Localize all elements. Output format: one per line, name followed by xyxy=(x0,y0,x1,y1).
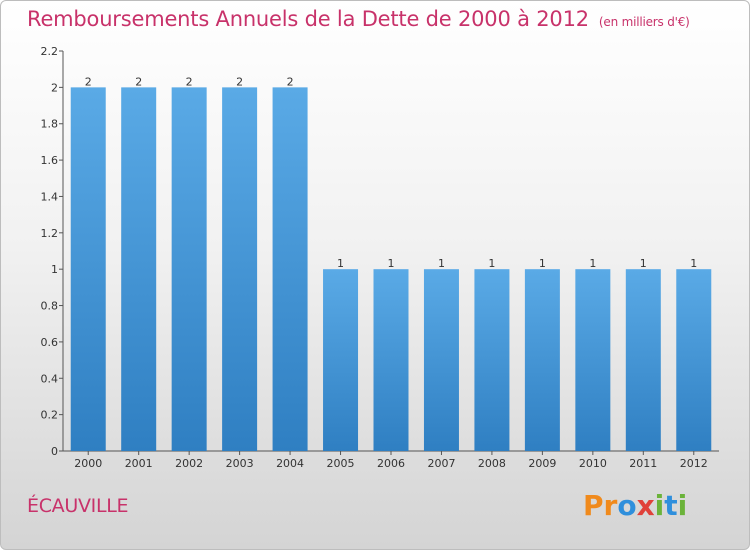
x-tick-label: 2004 xyxy=(276,457,304,470)
unit-note: (en milliers d'€) xyxy=(598,15,690,29)
logo-letter: x xyxy=(636,489,655,522)
logo-letter: i xyxy=(677,489,688,522)
y-tick-label: 0.2 xyxy=(41,409,59,422)
bar xyxy=(625,269,661,451)
y-tick-label: 1 xyxy=(51,263,58,276)
bar-value-label: 1 xyxy=(690,257,697,270)
x-tick-label: 2012 xyxy=(680,457,708,470)
x-tick-label: 2000 xyxy=(74,457,102,470)
y-tick-label: 2.2 xyxy=(41,45,59,58)
logo-letter: r xyxy=(603,489,618,522)
x-tick-label: 2011 xyxy=(629,457,657,470)
y-tick-label: 2 xyxy=(51,81,58,94)
bar-value-label: 1 xyxy=(337,257,344,270)
bar-value-label: 2 xyxy=(236,75,243,88)
x-tick-label: 2006 xyxy=(377,457,405,470)
y-tick-label: 0.4 xyxy=(41,372,59,385)
bar xyxy=(222,87,258,451)
chart-title: Remboursements Annuels de la Dette de 20… xyxy=(27,7,690,31)
bar xyxy=(373,269,409,451)
y-tick-label: 1.4 xyxy=(41,190,59,203)
bar-value-label: 2 xyxy=(287,75,294,88)
bar-value-label: 1 xyxy=(640,257,647,270)
bar xyxy=(524,269,560,451)
commune-name: ÉCAUVILLE xyxy=(27,495,129,517)
x-tick-label: 2008 xyxy=(478,457,506,470)
bar xyxy=(171,87,207,451)
y-tick-label: 1.8 xyxy=(41,118,59,131)
bar xyxy=(423,269,459,451)
bar-value-label: 2 xyxy=(186,75,193,88)
y-tick-label: 0.6 xyxy=(41,336,59,349)
bar-value-label: 1 xyxy=(388,257,395,270)
proxiti-logo: Proxiti xyxy=(583,489,687,522)
bar xyxy=(70,87,106,451)
bar xyxy=(272,87,308,451)
x-tick-label: 2009 xyxy=(528,457,556,470)
bar-value-label: 2 xyxy=(85,75,92,88)
x-tick-label: 2002 xyxy=(175,457,203,470)
bar xyxy=(474,269,510,451)
bar xyxy=(121,87,157,451)
x-tick-label: 2001 xyxy=(125,457,153,470)
logo-letter: t xyxy=(664,489,678,522)
logo-letter: P xyxy=(583,489,604,522)
x-tick-label: 2007 xyxy=(427,457,455,470)
logo-letter: i xyxy=(654,489,665,522)
bar-value-label: 1 xyxy=(488,257,495,270)
x-tick-label: 2005 xyxy=(327,457,355,470)
bar-value-label: 2 xyxy=(135,75,142,88)
x-tick-label: 2003 xyxy=(226,457,254,470)
logo-letter: o xyxy=(617,489,637,522)
bar-value-label: 1 xyxy=(539,257,546,270)
bar xyxy=(676,269,712,451)
x-tick-label: 2010 xyxy=(579,457,607,470)
chart-title-text: Remboursements Annuels de la Dette de 20… xyxy=(27,7,589,31)
bar xyxy=(323,269,359,451)
y-tick-label: 1.6 xyxy=(41,154,59,167)
y-tick-label: 1.2 xyxy=(41,227,59,240)
bar-value-label: 1 xyxy=(438,257,445,270)
y-tick-label: 0.8 xyxy=(41,300,59,313)
bar xyxy=(575,269,611,451)
y-tick-label: 0 xyxy=(51,445,58,458)
bar-value-label: 1 xyxy=(589,257,596,270)
